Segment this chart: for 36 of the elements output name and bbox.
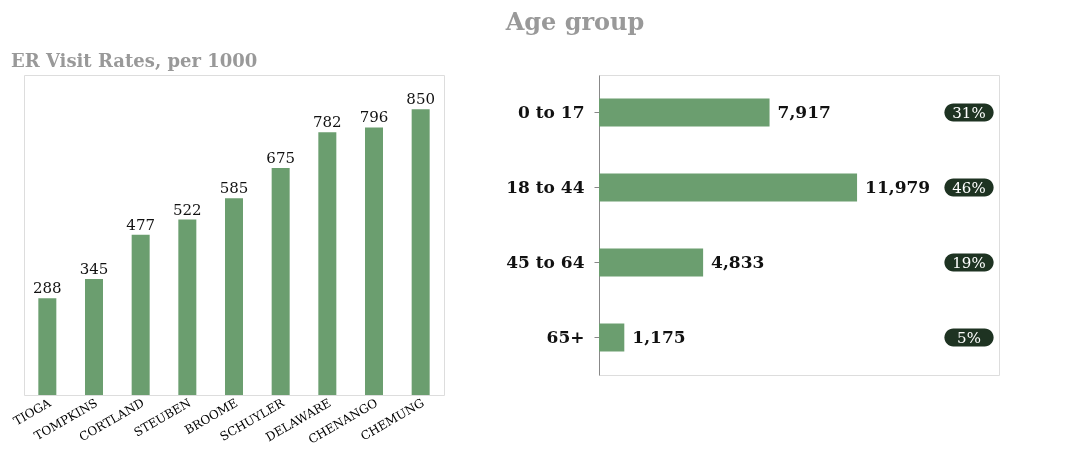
bar [318, 132, 337, 395]
chart-title: Age group [504, 7, 645, 36]
data-label: 345 [79, 260, 109, 279]
bar [38, 298, 57, 395]
bar [271, 168, 290, 395]
data-label: 1,175 [632, 326, 686, 347]
data-label: 522 [173, 200, 202, 219]
data-label: 477 [126, 215, 155, 234]
bar [85, 279, 103, 395]
data-label: 11,979 [865, 176, 931, 197]
data-label: 796 [359, 108, 389, 127]
data-label: 782 [313, 113, 342, 132]
data-label: 7,917 [777, 101, 831, 122]
bar [599, 98, 770, 127]
text: 5% [957, 328, 981, 347]
bar [131, 234, 150, 395]
data-label: 675 [266, 149, 295, 168]
text: 19% [952, 253, 986, 272]
bar [599, 173, 858, 202]
y-tick-label: 65+ [546, 326, 585, 347]
chart-title: ER Visit Rates, per 1000 [10, 50, 258, 71]
y-tick-label: 45 to 64 [506, 251, 585, 272]
bar [411, 109, 430, 395]
text: 31% [952, 103, 986, 122]
data-label: 850 [406, 90, 435, 109]
bar [599, 248, 704, 277]
y-tick-label: 0 to 17 [517, 101, 585, 122]
bar [178, 219, 197, 395]
data-label: 4,833 [711, 251, 765, 272]
y-tick-label: 18 to 44 [506, 176, 585, 197]
data-label: 288 [33, 279, 62, 298]
bar [365, 127, 383, 395]
bar [225, 198, 243, 395]
data-label: 585 [219, 179, 249, 198]
text: 46% [952, 178, 986, 197]
bar [599, 323, 625, 352]
